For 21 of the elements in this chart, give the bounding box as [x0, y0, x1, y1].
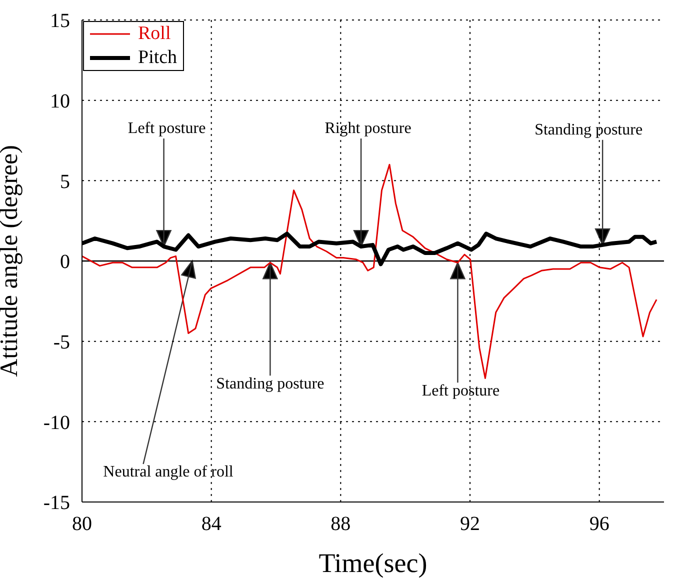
y-tick-label: -5: [53, 331, 70, 354]
y-tick-label: 10: [50, 90, 70, 112]
x-tick-label: 96: [589, 513, 610, 536]
annotation: Standing posture: [216, 375, 324, 392]
x-axis-title: Time(sec): [318, 548, 428, 578]
y-tick-label: 15: [50, 10, 70, 32]
x-tick-label: 92: [460, 513, 480, 536]
annotation: Standing posture: [534, 122, 643, 139]
x-tick-label: 84: [201, 513, 222, 536]
annotation: Left posture: [422, 382, 500, 400]
annotation: Left posture: [128, 120, 206, 138]
legend-label: Pitch: [138, 46, 178, 70]
annotation: Neutral angle of roll: [103, 464, 234, 481]
y-tick-label: 5: [60, 170, 70, 193]
y-tick-label: -10: [43, 412, 70, 434]
y-tick-label: -15: [43, 492, 70, 514]
annotation: Right posture: [324, 120, 412, 138]
legend-label: Roll: [138, 22, 171, 46]
y-tick-label: 0: [60, 251, 70, 274]
x-tick-label: 88: [330, 513, 351, 536]
x-tick-label: 80: [72, 513, 92, 536]
